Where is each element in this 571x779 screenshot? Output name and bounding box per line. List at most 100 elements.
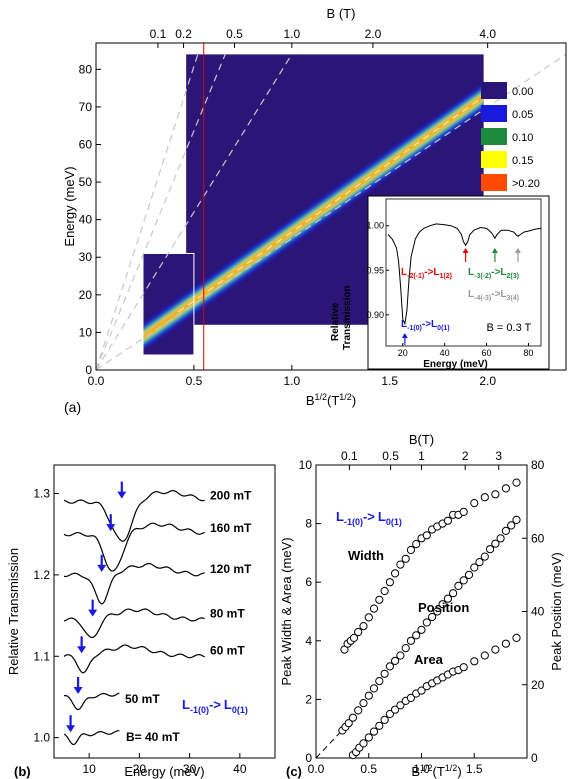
c-point-width: [480, 493, 489, 502]
a-transition-band: [186, 72, 484, 325]
a-scale-label: 0.15: [512, 155, 533, 167]
c-point-position: [459, 576, 468, 585]
c-point-area: [380, 715, 389, 725]
inset-spectrum: [387, 223, 542, 326]
c-point-area: [501, 639, 510, 648]
c-right-y-tick-label: 80: [531, 458, 545, 472]
c-point-position: [433, 607, 442, 616]
b-spectrum-curve: [63, 692, 120, 711]
c-right-y-tick-label: 0: [531, 751, 538, 765]
b-series-label: 50 mT: [125, 692, 160, 706]
a-dashed-guide: [95, 54, 199, 371]
c-series-labels: Width Position Area: [348, 548, 469, 667]
c-point-width: [391, 569, 400, 578]
b-arrow-head: [97, 564, 107, 572]
c-point-position: [354, 706, 363, 715]
a-y-tick-label: 40: [79, 213, 93, 227]
c-left-y-ticks: 0 2 4 6 8 10: [299, 458, 321, 765]
c-right-y-tick-label: 20: [531, 678, 545, 692]
inset-field-label: B = 0.3 T: [487, 322, 532, 334]
a-top-tick-label: 4.0: [479, 27, 496, 41]
b-arrow-head: [117, 491, 127, 499]
c-point-area: [480, 651, 489, 660]
c-point-position: [344, 719, 353, 728]
a-scale-swatch: [481, 128, 507, 145]
c-point-position: [359, 699, 368, 708]
c-left-y-tick-label: 8: [305, 517, 312, 531]
c-top-ticks: 0.1 0.5 1 2 3: [341, 449, 502, 470]
b-x-axis-label: Energy (meV): [124, 764, 204, 779]
a-top-tick-label: 0.1: [150, 27, 167, 41]
inset-background: [367, 195, 550, 370]
a-plot-frame: [95, 42, 567, 371]
c-left-y-tick-label: 4: [305, 634, 312, 648]
c-point-position: [512, 515, 521, 525]
transition-arrow-L: ->L: [424, 267, 439, 278]
b-series-label: 160 mT: [210, 521, 252, 535]
c-left-y-tick-label: 10: [299, 458, 313, 472]
c-transition-label: L-1(0)-> L0(1): [336, 509, 402, 527]
transition-sub-to: 3(4): [507, 295, 519, 302]
a-inset: 20 40 60 80 0.90 0.95 1.00 Relative Transmission…: [330, 195, 550, 370]
a-y-ticks: 0 10 20 30 40 50 60 70 80: [79, 62, 101, 377]
c-point-area: [364, 733, 373, 742]
transition-sub-from: -3(-2): [474, 273, 491, 280]
b-y-tick-label: 1.3: [33, 486, 50, 500]
c-series-label: Area: [414, 652, 444, 667]
a-top-tick-label: 0.2: [175, 27, 192, 41]
c-point-position: [406, 636, 415, 645]
a-y-tick-label: 0: [85, 363, 92, 377]
a-scale-swatch: [481, 151, 507, 168]
b-series-label: 80 mT: [210, 607, 245, 621]
c-top-axis-label: B(T): [409, 432, 434, 447]
b-x-tick-label: 30: [183, 762, 197, 776]
c-point-width: [401, 554, 410, 563]
c-point-position: [464, 570, 474, 580]
c-point-position: [396, 651, 405, 660]
inset-y-label-line1: Relative: [330, 302, 341, 341]
c-point-width: [412, 540, 421, 549]
c-point-position: [486, 545, 495, 554]
c-point-area: [385, 709, 394, 719]
c-left-y-tick-label: 6: [305, 575, 312, 589]
c-point-width: [470, 499, 479, 508]
a-band-fill: [143, 276, 194, 355]
c-point-width: [422, 531, 431, 540]
a-y-axis-label: Energy (meV): [62, 166, 77, 246]
c-top-tick-label: 3: [495, 449, 502, 463]
a-color-scale: 0.00 0.05 0.10 0.15 >0.20: [481, 82, 540, 191]
b-arrow-head: [106, 524, 116, 532]
a-y-tick-label: 20: [79, 288, 93, 302]
transition-sub-to: 0(1): [437, 325, 449, 332]
a-y-tick-label: 30: [79, 250, 93, 264]
transition-L: L: [401, 319, 407, 330]
inset-x-tick-label: 40: [440, 348, 450, 358]
b-transition-label: L-1(0)-> L0(1): [182, 697, 248, 715]
b-spectrum-curve: [63, 562, 205, 605]
a-y-tick-label: 60: [79, 137, 93, 151]
c-right-y-ticks: 0 20 40 60 80: [522, 458, 545, 765]
c-point-position: [375, 677, 384, 686]
inset-x-tick-label: 60: [482, 348, 492, 358]
c-point-area: [406, 693, 415, 703]
a-panel-label: (a): [64, 399, 81, 415]
b-y-axis-label: Relative Transmission: [6, 548, 21, 675]
c-x-tick-label: 0.5: [360, 762, 377, 776]
c-point-width: [443, 516, 452, 525]
b-y-tick-label: 1.0: [33, 731, 50, 745]
c-point-area: [359, 739, 368, 748]
c-point-area: [491, 645, 500, 654]
a-scale-label: 0.10: [512, 132, 533, 144]
c-point-area: [417, 686, 426, 695]
c-point-position: [480, 552, 489, 561]
c-point-position: [491, 539, 500, 548]
b-panel-label: (b): [14, 764, 31, 779]
inset-y-tick-label: 0.95: [366, 265, 384, 275]
inset-transition-label: L-3(-2)->L2(3): [468, 267, 519, 280]
c-point-width: [354, 627, 363, 637]
c-point-position: [501, 526, 510, 536]
transition-sub-from: -4(-3): [474, 295, 491, 302]
a-x-tick-label: 0.5: [186, 374, 203, 388]
inset-y-tick-label: 0.90: [366, 310, 384, 320]
a-scale-label: 0.05: [512, 109, 533, 121]
